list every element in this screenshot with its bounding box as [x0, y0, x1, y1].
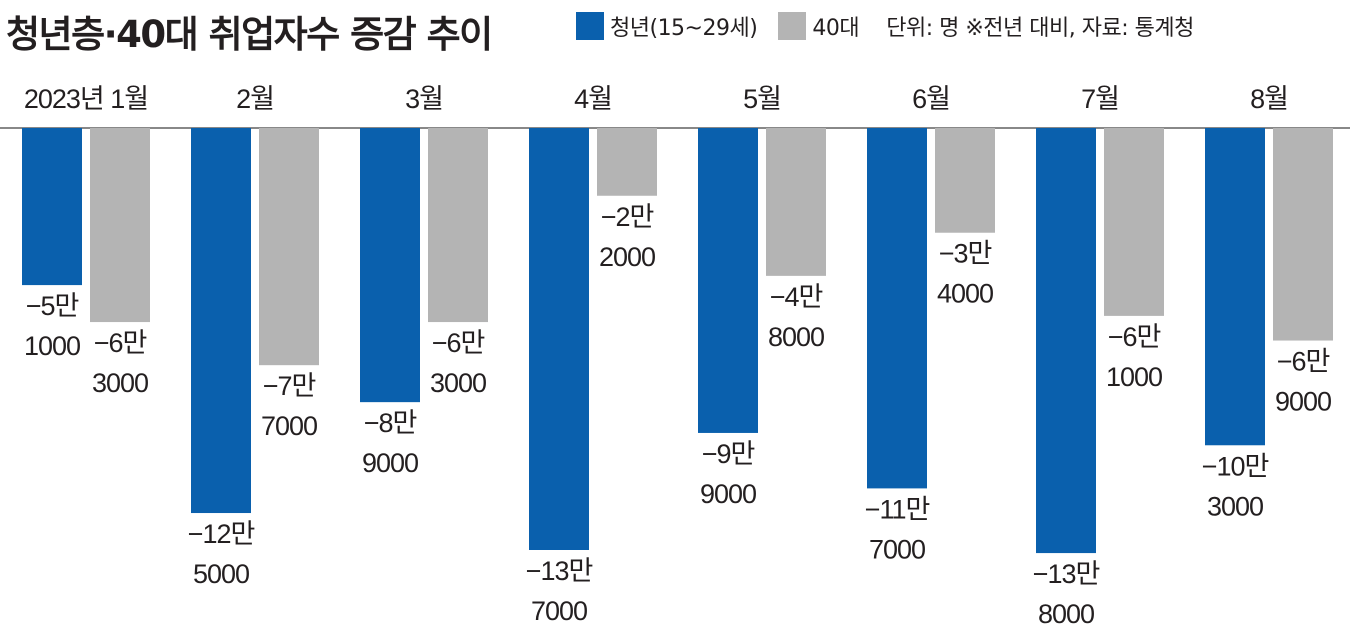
- data-label: −8만: [364, 408, 417, 438]
- data-label: 8000: [1038, 599, 1094, 629]
- bar-forties: [90, 128, 150, 323]
- bar-youth: [867, 128, 927, 489]
- data-label: 7000: [869, 534, 925, 564]
- data-label: −7만: [263, 371, 316, 401]
- chart-header: 청년층·40대 취업자수 증감 추이 청년(15~29세) 40대 단위: 명 …: [0, 0, 1350, 60]
- unit-source-note: 단위: 명 ※전년 대비, 자료: 통계청: [886, 16, 1194, 41]
- data-label: 7000: [261, 411, 317, 441]
- data-label: −6만: [94, 328, 147, 358]
- bar-forties: [935, 128, 995, 233]
- data-label: 9000: [1275, 387, 1331, 417]
- data-label: −2만: [601, 202, 654, 232]
- data-label: 4000: [937, 279, 993, 309]
- bar-forties: [259, 128, 319, 366]
- bar-youth: [22, 128, 82, 286]
- category-label: 5월: [743, 84, 781, 114]
- chart-title: 청년층·40대 취업자수 증감 추이: [6, 13, 493, 56]
- data-label: −4만: [770, 282, 823, 312]
- bar-forties: [1104, 128, 1164, 316]
- category-label: 7월: [1081, 84, 1119, 114]
- bar-youth: [698, 128, 758, 433]
- category-label: 3월: [405, 84, 443, 114]
- legend-swatch-forties: [778, 12, 807, 40]
- data-label: −12만: [188, 519, 255, 549]
- category-label: 8월: [1250, 84, 1288, 114]
- data-label: 3000: [1207, 491, 1263, 521]
- legend-label-forties: 40대: [812, 16, 860, 41]
- bar-forties: [428, 128, 488, 323]
- legend-label-youth: 청년(15~29세): [610, 16, 758, 41]
- bar-forties: [597, 128, 657, 196]
- data-label: 8000: [768, 322, 824, 352]
- bar-forties: [766, 128, 826, 276]
- category-label: 4월: [574, 84, 612, 114]
- legend: 청년(15~29세) 40대 단위: 명 ※전년 대비, 자료: 통계청: [576, 10, 1194, 44]
- bar-youth: [191, 128, 251, 514]
- category-label: 6월: [912, 84, 950, 114]
- bar-forties: [1273, 128, 1333, 341]
- bar-youth: [1205, 128, 1265, 446]
- legend-item-youth: 청년(15~29세): [576, 10, 758, 42]
- bar-youth: [529, 128, 589, 550]
- category-label: 2월: [236, 84, 274, 114]
- data-label: −6만: [432, 328, 485, 358]
- data-label: −13만: [1033, 559, 1100, 589]
- data-label: −6만: [1108, 322, 1161, 352]
- data-label: −11만: [865, 494, 930, 524]
- data-label: −6만: [1277, 347, 1330, 377]
- legend-item-forties: 40대: [778, 10, 860, 42]
- bar-youth: [1036, 128, 1096, 554]
- category-label: 2023년 1월: [24, 84, 148, 114]
- data-label: 7000: [531, 596, 587, 626]
- data-label: −13만: [526, 556, 593, 586]
- data-label: −9만: [702, 439, 755, 469]
- data-label: 9000: [362, 448, 418, 478]
- data-label: 3000: [92, 368, 148, 398]
- legend-swatch-youth: [576, 12, 604, 40]
- data-label: −5만: [26, 291, 79, 321]
- data-label: 1000: [24, 331, 80, 361]
- bar-youth: [360, 128, 420, 403]
- data-label: −3만: [939, 239, 992, 269]
- data-label: 5000: [193, 559, 249, 589]
- data-label: 1000: [1106, 362, 1162, 392]
- data-label: 9000: [700, 479, 756, 509]
- data-label: 2000: [599, 242, 655, 272]
- data-label: −10만: [1202, 451, 1269, 481]
- data-label: 3000: [430, 368, 486, 398]
